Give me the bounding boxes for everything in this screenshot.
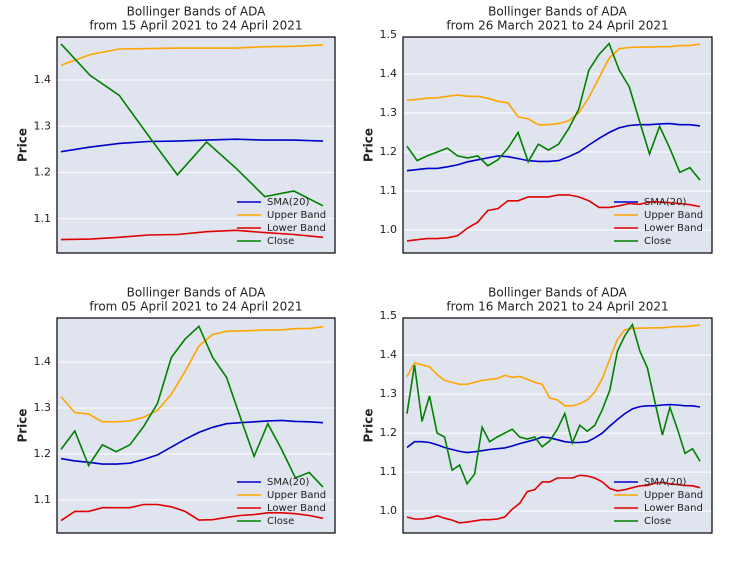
plot-frame xyxy=(402,36,713,254)
legend-label: Close xyxy=(267,236,294,247)
plot-area xyxy=(57,318,335,533)
y-tick-label: 1.5 xyxy=(380,28,398,41)
y-tick-label: 1.2 xyxy=(34,166,52,179)
y-axis-label: Price xyxy=(16,128,30,162)
y-tick-label: 1.2 xyxy=(380,426,398,439)
legend-label: Lower Band xyxy=(644,503,703,514)
y-tick-label: 1.4 xyxy=(34,73,52,86)
series-line xyxy=(60,138,324,153)
y-tick-label: 1.3 xyxy=(34,401,52,414)
series-line xyxy=(60,503,324,522)
legend-label: Lower Band xyxy=(267,223,326,234)
legend-label: Upper Band xyxy=(267,210,326,221)
y-tick-label: 1.3 xyxy=(380,387,398,400)
y-tick-label: 1.3 xyxy=(380,106,398,119)
y-tick-label: 1.0 xyxy=(380,504,398,517)
series-line xyxy=(406,322,701,486)
y-tick-label: 1.1 xyxy=(34,212,52,225)
series-line xyxy=(406,194,701,242)
legend-label: Close xyxy=(644,236,671,247)
chart-title: Bollinger Bands of ADA xyxy=(488,5,627,19)
chart-title: Bollinger Bands of ADA xyxy=(127,286,266,300)
plot-frame xyxy=(56,317,336,534)
series-line xyxy=(60,44,324,66)
plot-frame xyxy=(402,317,713,534)
y-tick-label: 1.2 xyxy=(34,447,52,460)
legend-label: Lower Band xyxy=(644,223,703,234)
series-line xyxy=(60,229,324,241)
legend-label: Upper Band xyxy=(644,490,703,501)
y-tick-label: 1.4 xyxy=(380,348,398,361)
series-line xyxy=(406,42,701,181)
series-line xyxy=(406,122,701,172)
series-line xyxy=(60,43,324,207)
legend-label: Upper Band xyxy=(267,490,326,501)
y-tick-label: 1.1 xyxy=(380,465,398,478)
y-axis-label: Price xyxy=(362,408,376,442)
legend-label: SMA(20) xyxy=(267,197,309,208)
chart-title: Bollinger Bands of ADA xyxy=(127,5,266,19)
legend-label: Lower Band xyxy=(267,503,326,514)
y-tick-label: 1.5 xyxy=(380,309,398,322)
series-line xyxy=(406,43,701,126)
series-line xyxy=(406,403,701,454)
y-tick-label: 1.4 xyxy=(380,67,398,80)
series-line xyxy=(60,419,324,465)
series-line xyxy=(406,324,701,407)
chart-title: Bollinger Bands of ADA xyxy=(488,286,627,300)
y-tick-label: 1.0 xyxy=(380,223,398,236)
plot-frame xyxy=(56,36,336,254)
legend-label: SMA(20) xyxy=(644,477,686,488)
y-tick-label: 1.2 xyxy=(380,145,398,158)
y-axis-label: Price xyxy=(362,128,376,162)
y-tick-label: 1.4 xyxy=(34,355,52,368)
legend-label: SMA(20) xyxy=(644,197,686,208)
series-line xyxy=(406,474,701,524)
series-line xyxy=(60,325,324,423)
y-tick-label: 1.1 xyxy=(34,493,52,506)
legend-label: SMA(20) xyxy=(267,477,309,488)
y-axis-label: Price xyxy=(16,408,30,442)
y-tick-label: 1.3 xyxy=(34,119,52,132)
chart-subtitle: from 16 March 2021 to 24 April 2021 xyxy=(446,300,668,314)
legend-label: Close xyxy=(267,516,294,527)
y-tick-label: 1.1 xyxy=(380,184,398,197)
chart-subtitle: from 26 March 2021 to 24 April 2021 xyxy=(446,19,668,33)
series-line xyxy=(60,324,324,488)
chart-subtitle: from 05 April 2021 to 24 April 2021 xyxy=(89,300,302,314)
legend-label: Upper Band xyxy=(644,210,703,221)
chart-subtitle: from 15 April 2021 to 24 April 2021 xyxy=(89,19,302,33)
legend-label: Close xyxy=(644,516,671,527)
